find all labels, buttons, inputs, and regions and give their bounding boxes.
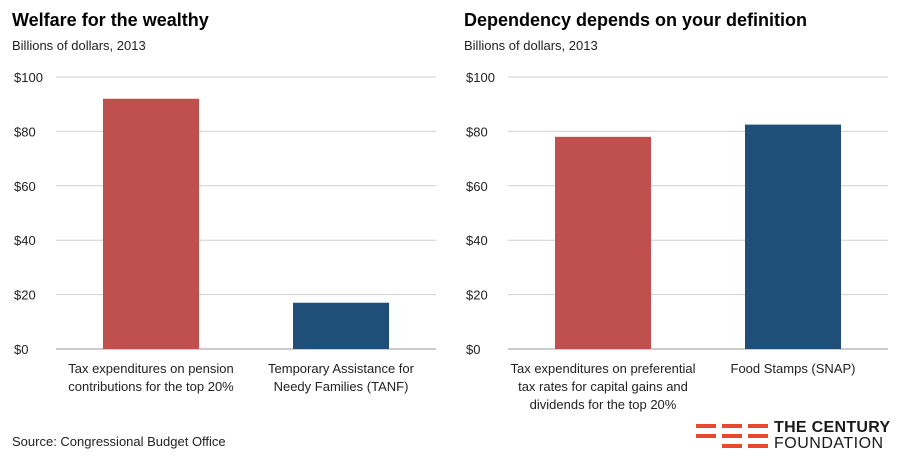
chart-subtitle: Billions of dollars, 2013 [12,38,146,53]
chart-title: Welfare for the wealthy [12,10,209,30]
y-tick-label: $20 [14,288,36,303]
logo-text-line2: FOUNDATION [774,435,884,452]
chart-subtitle: Billions of dollars, 2013 [464,38,598,53]
chart-panel-right: Dependency depends on your definition Bi… [452,0,892,420]
century-foundation-logo: THE CENTURY FOUNDATION [696,420,896,456]
category-label: dividends for the top 20% [530,397,677,412]
bar [293,302,389,349]
bar-chart-left: $0 $20 $40 $60 $80 $100 Tax expenditures on pe… [14,70,436,394]
category-label: tax rates for capital gains and [518,379,688,394]
y-tick-label: $100 [14,70,43,85]
category-label: Tax expenditures on preferential [510,361,695,376]
source-note: Source: Congressional Budget Office [12,434,226,449]
y-tick-label: $40 [14,233,36,248]
category-label: Food Stamps (SNAP) [731,361,856,376]
category-label: Temporary Assistance for [268,361,415,376]
logo-mark-icon [696,424,768,450]
chart-panel-left: Welfare for the wealthy Billions of doll… [0,0,440,420]
y-tick-label: $80 [14,124,36,139]
y-tick-label: $0 [466,342,480,357]
y-tick-label: $60 [466,179,488,194]
y-tick-label: $0 [14,342,28,357]
chart-title: Dependency depends on your definition [464,10,808,30]
y-tick-label: $60 [14,179,36,194]
category-label: Tax expenditures on pension [68,361,234,376]
y-tick-label: $20 [466,288,488,303]
bar [555,136,651,349]
bar-chart-right: $0 $20 $40 $60 $80 $100 Tax expenditures on pr… [466,70,888,412]
y-tick-label: $100 [466,70,495,85]
bar [745,124,841,349]
y-tick-label: $80 [466,124,488,139]
y-tick-label: $40 [466,233,488,248]
logo-text-line1: THE CENTURY [774,419,891,436]
bar [103,98,199,349]
category-label: Needy Families (TANF) [274,379,409,394]
category-label: contributions for the top 20% [68,379,234,394]
